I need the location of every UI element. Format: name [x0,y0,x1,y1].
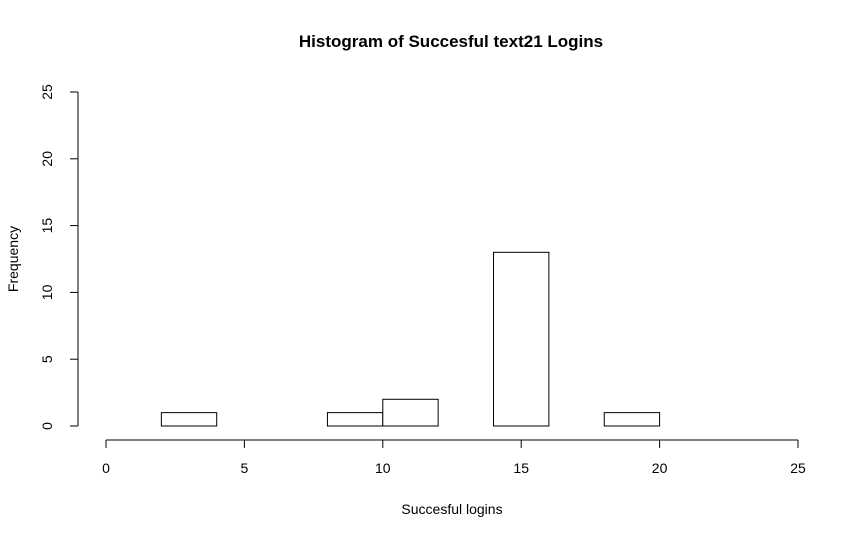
histogram-bar [493,251,550,427]
chart-title: Histogram of Succesful text21 Logins [299,32,603,51]
bars-layer [160,251,661,427]
histogram-bar [382,398,439,427]
histogram-bar [603,412,661,427]
y-axis-label: Frequency [5,226,21,292]
x-tick-label: 25 [790,460,806,476]
y-tick-label: 25 [39,84,55,100]
x-tick-label: 0 [102,460,110,476]
x-axis-label: Succesful logins [401,501,502,517]
y-tick-label: 0 [39,422,55,430]
x-tick-label: 10 [375,460,391,476]
x-tick-label: 20 [652,460,668,476]
y-tick-label: 10 [39,284,55,300]
y-tick-label: 20 [39,151,55,167]
y-tick-label: 5 [39,355,55,363]
y-axis: 0 5 10 15 20 25 [39,84,79,430]
x-axis: 0 5 10 15 20 25 [102,439,806,476]
histogram-bar [326,412,384,427]
x-tick-label: 5 [241,460,249,476]
y-tick-label: 15 [39,218,55,234]
histogram-bar [160,412,218,427]
x-tick-label: 15 [513,460,529,476]
